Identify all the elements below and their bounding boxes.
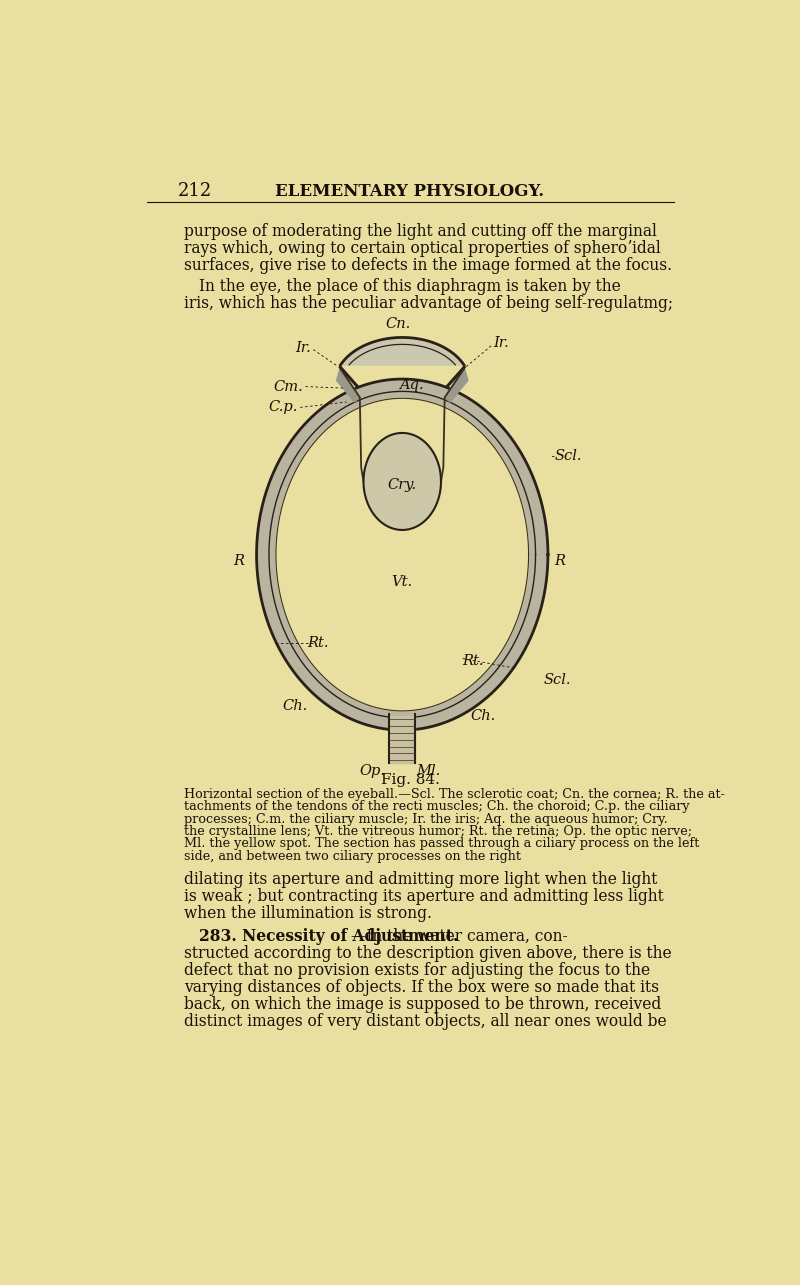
Text: is weak ; but contracting its aperture and admitting less light: is weak ; but contracting its aperture a… <box>184 888 663 905</box>
Polygon shape <box>276 398 529 711</box>
Text: structed according to the description given above, there is the: structed according to the description gi… <box>184 944 671 962</box>
Text: Scl.: Scl. <box>554 448 582 463</box>
Polygon shape <box>337 368 360 402</box>
Text: back, on which the image is supposed to be thrown, received: back, on which the image is supposed to … <box>184 996 661 1013</box>
Text: Rt.: Rt. <box>308 636 330 650</box>
Text: Ir.: Ir. <box>295 341 311 355</box>
Text: rays which, owing to certain optical properties of spheroʼidal: rays which, owing to certain optical pro… <box>184 240 661 257</box>
Text: varying distances of objects. If the box were so made that its: varying distances of objects. If the box… <box>184 979 658 996</box>
Text: when the illumination is strong.: when the illumination is strong. <box>184 905 432 921</box>
Text: processes; C.m. the ciliary muscle; Ir. the iris; Aq. the aqueous humor; Cry.: processes; C.m. the ciliary muscle; Ir. … <box>184 812 667 825</box>
Text: purpose of moderating the light and cutting off the marginal: purpose of moderating the light and cutt… <box>184 224 657 240</box>
Text: tachments of the tendons of the recti muscles; Ch. the choroid; C.p. the ciliary: tachments of the tendons of the recti mu… <box>184 801 690 813</box>
Text: 212: 212 <box>178 182 212 200</box>
Text: Ch.: Ch. <box>282 699 307 712</box>
Text: Cm.: Cm. <box>274 379 303 393</box>
Text: Horizontal section of the eyeball.—Scl. The sclerotic coat; Cn. the cornea; R. t: Horizontal section of the eyeball.—Scl. … <box>184 788 725 801</box>
Text: 283. Necessity of Adjustment.: 283. Necessity of Adjustment. <box>199 928 458 944</box>
Text: side, and between two ciliary processes on the right: side, and between two ciliary processes … <box>184 849 521 862</box>
Text: Cry.: Cry. <box>388 478 417 492</box>
Text: Cn.: Cn. <box>386 317 411 332</box>
Text: Op.: Op. <box>359 765 386 777</box>
Text: In the eye, the place of this diaphragm is taken by the: In the eye, the place of this diaphragm … <box>199 278 621 296</box>
Text: Ch.: Ch. <box>470 709 496 723</box>
Text: —In the water camera, con-: —In the water camera, con- <box>351 928 568 944</box>
Text: Fig. 84.: Fig. 84. <box>381 772 439 786</box>
Polygon shape <box>363 433 441 529</box>
Text: dilating its aperture and admitting more light when the light: dilating its aperture and admitting more… <box>184 871 657 888</box>
Text: distinct images of very distant objects, all near ones would be: distinct images of very distant objects,… <box>184 1013 666 1029</box>
Polygon shape <box>389 716 415 762</box>
Text: R: R <box>233 554 244 568</box>
Polygon shape <box>257 379 548 730</box>
Text: Vt.: Vt. <box>392 574 413 589</box>
Text: Rt.: Rt. <box>462 654 484 668</box>
Text: Ir.: Ir. <box>494 337 510 351</box>
Text: Scl.: Scl. <box>544 673 571 687</box>
Text: ELEMENTARY PHYSIOLOGY.: ELEMENTARY PHYSIOLOGY. <box>275 182 545 199</box>
Text: surfaces, give rise to defects in the image formed at the focus.: surfaces, give rise to defects in the im… <box>184 257 672 275</box>
Text: defect that no provision exists for adjusting the focus to the: defect that no provision exists for adju… <box>184 962 650 979</box>
Text: the crystalline lens; Vt. the vitreous humor; Rt. the retina; Op. the optic nerv: the crystalline lens; Vt. the vitreous h… <box>184 825 692 838</box>
Polygon shape <box>445 368 468 402</box>
Text: Aq.: Aq. <box>399 378 424 392</box>
Text: R: R <box>554 554 565 568</box>
Text: C.p.: C.p. <box>269 401 298 414</box>
Text: Ml.: Ml. <box>416 765 441 777</box>
Text: Ml. the yellow spot. The section has passed through a ciliary process on the lef: Ml. the yellow spot. The section has pas… <box>184 838 699 851</box>
Polygon shape <box>341 338 464 365</box>
Text: iris, which has the peculiar advantage of being self-regulatmg;: iris, which has the peculiar advantage o… <box>184 296 673 312</box>
